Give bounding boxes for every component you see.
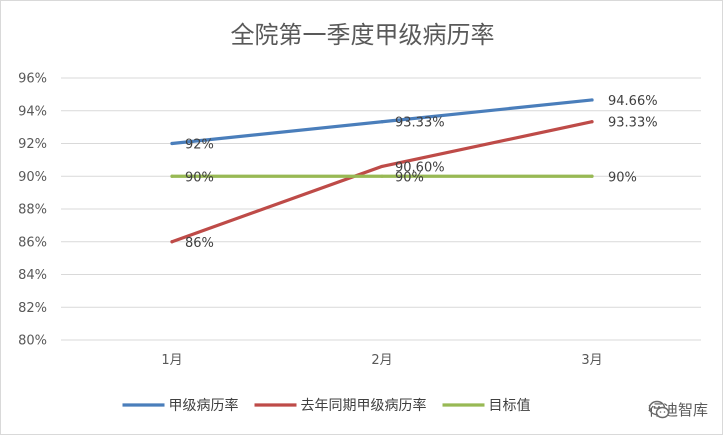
data-label: 93.33% — [395, 116, 445, 131]
data-point — [170, 141, 174, 146]
y-tick-label: 94% — [18, 104, 47, 119]
data-label: 90% — [608, 170, 637, 185]
y-tick-label: 88% — [18, 203, 47, 218]
legend-label: 甲级病历率 — [169, 397, 239, 414]
data-label: 86% — [185, 236, 214, 251]
data-label: 90.60% — [395, 160, 445, 175]
y-tick-label: 84% — [18, 268, 47, 283]
x-tick-label: 1月 — [161, 353, 182, 368]
data-label: 94.66% — [608, 94, 658, 109]
data-point — [170, 240, 174, 244]
y-tick-label: 96% — [18, 72, 47, 87]
wechat-icon — [648, 400, 670, 419]
y-tick-label: 86% — [18, 235, 47, 250]
series-line — [170, 120, 594, 244]
data-point — [590, 98, 594, 102]
data-point — [380, 120, 384, 124]
y-tick-label: 90% — [18, 170, 47, 185]
watermark: 行迪智库 — [648, 399, 708, 420]
legend-label: 去年同期甲级病历率 — [301, 397, 427, 414]
data-label: 92% — [185, 138, 214, 153]
y-tick-label: 80% — [18, 334, 47, 349]
data-point — [380, 174, 384, 178]
data-point — [590, 174, 594, 178]
data-point — [170, 174, 174, 178]
data-label: 93.33% — [608, 116, 658, 131]
x-tick-label: 3月 — [581, 353, 602, 368]
x-tick-label: 2月 — [371, 353, 392, 368]
y-tick-label: 92% — [18, 137, 47, 152]
chart-title: 全院第一季度甲级病历率 — [230, 21, 495, 49]
data-label: 90% — [395, 170, 424, 185]
data-point — [590, 120, 594, 124]
y-tick-label: 82% — [18, 301, 47, 316]
data-label: 90% — [185, 170, 214, 185]
data-point — [380, 164, 384, 169]
legend-label: 目标值 — [489, 398, 531, 414]
